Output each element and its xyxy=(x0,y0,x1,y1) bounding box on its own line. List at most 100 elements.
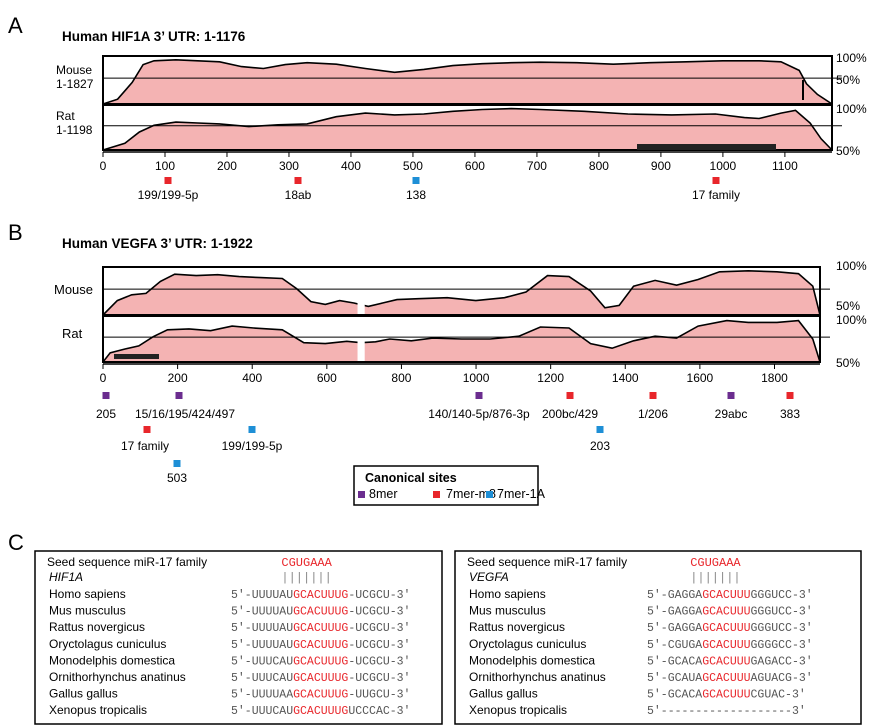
utr-sequence: 5′-GAGGAGCACUUUGGGUCC-3′ xyxy=(647,589,813,602)
utr-sequence: 5′-UUUUAAGCACUUUG-UUGCU-3′ xyxy=(231,689,410,702)
panel-b-label-100-bottom: 100% xyxy=(836,313,867,327)
seed-sequence: CGUGAAA xyxy=(690,556,741,570)
panel-b-sites: 205 15/16/195/424/497 17 family 199/199-5p 5… xyxy=(96,392,800,485)
panel-c-hif1a-alignment-box: Seed sequence miR-17 family CGUGAAA||||||… xyxy=(34,550,443,725)
gene-name: VEGFA xyxy=(469,570,509,584)
conservation-line xyxy=(102,269,821,316)
panel-b-label-50-bottom: 50% xyxy=(836,356,860,370)
sequence-seed-match: GCACUUUG xyxy=(293,589,348,602)
site-marker xyxy=(102,392,110,399)
axis-tick-label: 200 xyxy=(168,371,188,385)
sequence-flank-3: -UCGCU-3′ xyxy=(348,589,410,602)
sequence-flank-5: 5′-GCACA xyxy=(647,655,702,668)
sequence-seed-match: GCACUUU xyxy=(702,655,750,668)
species-name: Ornithorhynchus anatinus xyxy=(49,670,186,684)
axis-tick-label: 1600 xyxy=(687,371,714,385)
panel-a-track-1-range: 1-1827 xyxy=(56,77,94,91)
sequence-flank-3: -UCGCU-3′ xyxy=(348,622,410,635)
sequence-flank-3: GGGUCC-3′ xyxy=(751,589,813,602)
sequence-flank-3: -UCGCU-3′ xyxy=(348,606,410,619)
site-marker xyxy=(786,392,794,399)
sequence-flank-3: GGGGCC-3′ xyxy=(751,639,813,652)
utr-sequence: 5′-GCAUAGCACUUUAGUACG-3′ xyxy=(647,672,813,685)
seed-pairing-bars: ||||||| xyxy=(690,571,740,585)
axis-tick-label: 900 xyxy=(651,159,671,173)
species-name: Xenopus tropicalis xyxy=(49,703,147,717)
panel-a-track-2-name: Rat xyxy=(56,109,75,123)
utr-sequence: 5′-UUUUAUGCACUUUG-UCGCU-3′ xyxy=(231,589,410,602)
sequence-seed-match: GCACUUUG xyxy=(293,689,348,702)
site-marker xyxy=(164,177,172,184)
sequence-flank-3: -UUGCU-3′ xyxy=(348,689,410,702)
sequence-seed-match: GCACUUU xyxy=(702,689,750,702)
utr-sequence: 5′-UUUUAUGCACUUUG-UCGCU-3′ xyxy=(231,622,410,635)
conservation-fill xyxy=(103,59,832,104)
sequence-flank-3: ------------------3′ xyxy=(668,705,806,718)
species-name: Monodelphis domestica xyxy=(49,653,175,667)
species-name: Oryctolagus cuniculus xyxy=(49,637,166,651)
utr-sequence: 5′-UUUCAUGCACUUUG-UCGCU-3′ xyxy=(231,672,410,685)
panel-a-letter: A xyxy=(8,13,23,38)
site-marker xyxy=(173,460,181,467)
species-name: Homo sapiens xyxy=(49,587,126,601)
track-frame xyxy=(102,315,821,363)
panel-b-track-1-name: Mouse xyxy=(54,282,93,297)
conservation-line xyxy=(102,58,833,105)
axis-tick-label: 1000 xyxy=(710,159,737,173)
track-frame xyxy=(102,104,833,151)
utr-sequence: 5′-GCACAGCACUUUCGUAC-3′ xyxy=(647,689,806,702)
legend-7mer-1a-marker xyxy=(486,491,493,498)
axis-tick-label: 100 xyxy=(155,159,175,173)
sequence-flank-5: 5′- xyxy=(647,705,668,718)
axis-tick-label: 0 xyxy=(100,371,107,385)
site-label: 18ab xyxy=(285,188,312,202)
axis-tick-label: 700 xyxy=(527,159,547,173)
conserved-region-bar xyxy=(637,144,776,150)
axis-tick-label: 500 xyxy=(403,159,423,173)
species-name: Mus musculus xyxy=(469,604,546,618)
site-label: 17 family xyxy=(692,188,740,202)
conserved-region-bar xyxy=(114,354,159,359)
utr-sequence: 5′-UUUCAUGCACUUUG-UCGCU-3′ xyxy=(231,655,410,668)
site-marker xyxy=(248,426,256,433)
legend-8mer-label: 8mer xyxy=(369,487,397,501)
utr-sequence: 5′-------------------3′ xyxy=(647,705,806,718)
axis-tick-label: 0 xyxy=(100,159,107,173)
sequence-seed-match: GCACUUUG xyxy=(293,606,348,619)
utr-sequence: 5′-UUUUAUGCACUUUG-UCGCU-3′ xyxy=(231,606,410,619)
sequence-flank-3: -UCGCU-3′ xyxy=(348,655,410,668)
panel-b-title: Human VEGFA 3’ UTR: 1-1922 xyxy=(62,236,253,251)
axis-tick-label: 300 xyxy=(279,159,299,173)
panel-a-track-1-name: Mouse xyxy=(56,63,92,77)
site-marker xyxy=(596,426,604,433)
site-marker xyxy=(649,392,657,399)
panel-b-mouse-conservation-track xyxy=(102,266,830,316)
species-name: Rattus novergicus xyxy=(49,620,145,634)
panel-b-x-axis: 0 200 400 600 800 1000 1200 1400 1600 1800 xyxy=(100,363,820,385)
panel-b-track-2-name: Rat xyxy=(62,326,83,341)
site-label: 503 xyxy=(167,471,187,485)
sequence-flank-3: CGUAC-3′ xyxy=(751,689,806,702)
site-label: 203 xyxy=(590,439,610,453)
sequence-flank-5: 5′-UUUUAU xyxy=(231,622,293,635)
axis-tick-label: 1800 xyxy=(761,371,788,385)
sequence-seed-match: GCACUUUG xyxy=(293,672,348,685)
axis-tick-label: 800 xyxy=(391,371,411,385)
species-name: Mus musculus xyxy=(49,604,126,618)
canonical-sites-legend: Canonical sites 8mer 7mer-m8 7mer-1A xyxy=(353,465,546,506)
legend-7mer-m8-label: 7mer-m8 xyxy=(446,487,496,501)
sequence-flank-3: GAGACC-3′ xyxy=(751,655,813,668)
species-name: Rattus novergicus xyxy=(469,620,565,634)
axis-tick-label: 1000 xyxy=(463,371,490,385)
sequence-seed-match: GCACUUUG xyxy=(293,622,348,635)
sequence-flank-5: 5′-CGUGA xyxy=(647,639,702,652)
alignment-frame xyxy=(34,550,443,725)
panel-a-label-100-bottom: 100% xyxy=(836,102,867,116)
species-name: Homo sapiens xyxy=(469,587,546,601)
sequence-seed-match: GCACUUU xyxy=(702,622,750,635)
seed-sequence-label: Seed sequence miR-17 family xyxy=(47,555,207,569)
site-label: 29abc xyxy=(715,407,748,421)
alignment-gap xyxy=(357,293,365,315)
sequence-seed-match: GCACUUU xyxy=(702,639,750,652)
